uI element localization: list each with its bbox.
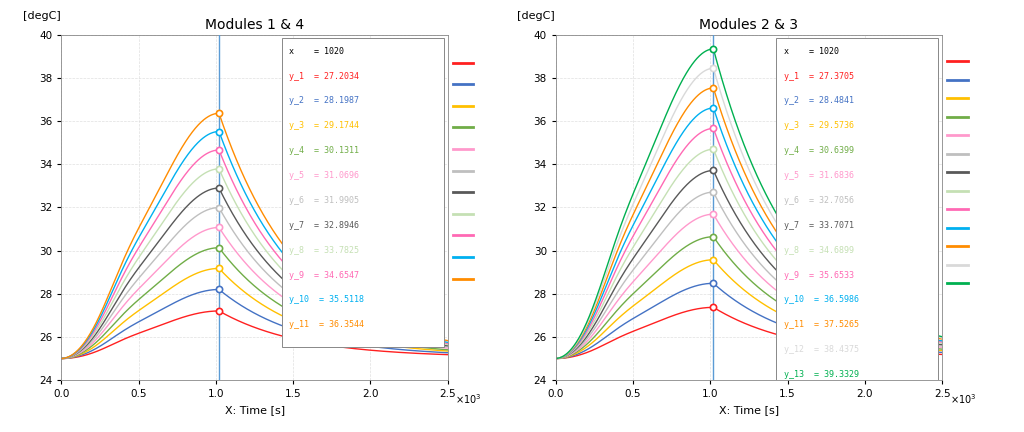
Text: y_7  = 33.7071: y_7 = 33.7071	[783, 221, 854, 230]
Text: y_1  = 27.2034: y_1 = 27.2034	[290, 72, 359, 80]
Text: [degC]: [degC]	[517, 11, 555, 21]
FancyBboxPatch shape	[282, 38, 443, 347]
Text: y_1  = 27.3705: y_1 = 27.3705	[783, 72, 854, 80]
Text: y_2  = 28.1987: y_2 = 28.1987	[290, 96, 359, 105]
Text: x    = 1020: x = 1020	[290, 47, 344, 56]
Text: y_10  = 36.5986: y_10 = 36.5986	[783, 295, 859, 305]
Text: y_3  = 29.5736: y_3 = 29.5736	[783, 121, 854, 130]
Text: y_7  = 32.8946: y_7 = 32.8946	[290, 221, 359, 230]
Text: y_11  = 37.5265: y_11 = 37.5265	[783, 321, 859, 329]
Text: y_12  = 38.4375: y_12 = 38.4375	[783, 345, 859, 354]
Text: y_11  = 36.3544: y_11 = 36.3544	[290, 321, 365, 329]
Title: Modules 1 & 4: Modules 1 & 4	[205, 18, 304, 32]
Text: y_6  = 32.7056: y_6 = 32.7056	[783, 196, 854, 205]
Text: y_4  = 30.1311: y_4 = 30.1311	[290, 146, 359, 155]
Text: y_5  = 31.6836: y_5 = 31.6836	[783, 171, 854, 180]
Text: y_9  = 35.6533: y_9 = 35.6533	[783, 270, 854, 280]
Text: y_5  = 31.0696: y_5 = 31.0696	[290, 171, 359, 180]
FancyBboxPatch shape	[776, 38, 938, 397]
X-axis label: X: Time [s]: X: Time [s]	[719, 405, 779, 415]
Text: y_10  = 35.5118: y_10 = 35.5118	[290, 295, 365, 305]
Text: y_8  = 33.7825: y_8 = 33.7825	[290, 246, 359, 255]
Text: [degC]: [degC]	[23, 11, 60, 21]
Title: Modules 2 & 3: Modules 2 & 3	[699, 18, 799, 32]
Text: y_3  = 29.1744: y_3 = 29.1744	[290, 121, 359, 130]
Text: y_9  = 34.6547: y_9 = 34.6547	[290, 270, 359, 280]
Text: y_2  = 28.4841: y_2 = 28.4841	[783, 96, 854, 105]
Text: y_13  = 39.3329: y_13 = 39.3329	[783, 370, 859, 379]
Text: $\times10^3$: $\times10^3$	[456, 393, 482, 407]
Text: x    = 1020: x = 1020	[783, 47, 839, 56]
Text: y_4  = 30.6399: y_4 = 30.6399	[783, 146, 854, 155]
Text: $\times10^3$: $\times10^3$	[950, 393, 976, 407]
X-axis label: X: Time [s]: X: Time [s]	[224, 405, 285, 415]
Text: y_8  = 34.6899: y_8 = 34.6899	[783, 246, 854, 255]
Text: y_6  = 31.9905: y_6 = 31.9905	[290, 196, 359, 205]
